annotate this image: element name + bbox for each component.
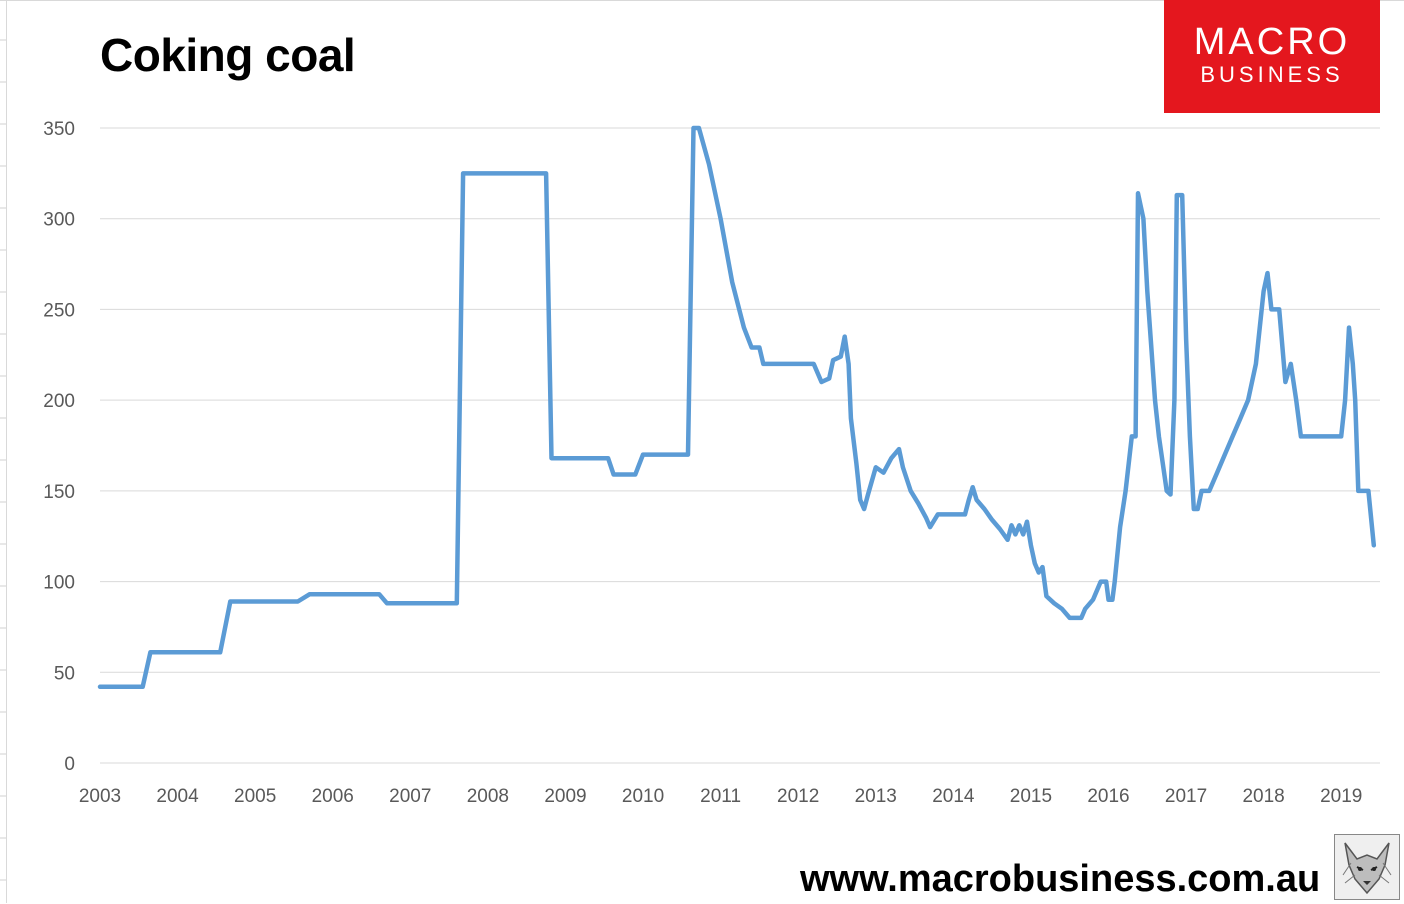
x-tick-label: 2014 [932, 786, 975, 807]
x-tick-label: 2016 [1087, 786, 1129, 807]
series-group [97, 125, 1377, 690]
frame-top-edge [0, 0, 1404, 1]
x-tick-label: 2018 [1242, 786, 1284, 807]
chart-title: Coking coal [100, 29, 356, 81]
y-axis-ticks: 0 50 100 150 200 250 300 350 [43, 119, 75, 775]
x-tick-label: 2010 [622, 786, 664, 807]
y-tick-label: 250 [43, 300, 75, 321]
x-tick-label: 2015 [1010, 786, 1052, 807]
y-tick-label: 0 [64, 754, 75, 775]
frame-edge-ticks [0, 39, 6, 881]
x-tick-label: 2012 [777, 786, 819, 807]
wolf-icon [1334, 834, 1400, 900]
y-tick-label: 300 [43, 210, 75, 231]
x-tick-label: 2011 [700, 786, 741, 807]
y-tick-label: 50 [54, 663, 75, 684]
gridlines [100, 127, 1380, 764]
x-tick-label: 2017 [1165, 786, 1207, 807]
y-tick-label: 200 [43, 391, 75, 412]
x-tick-label: 2019 [1320, 786, 1362, 807]
y-tick-label: 100 [43, 573, 75, 594]
x-tick-label: 2008 [467, 786, 509, 807]
macrobusiness-logo[interactable]: MACRO BUSINESS [1164, 0, 1380, 113]
frame-left-edge [0, 0, 7, 903]
x-axis-ticks: 2003 2004 2005 2006 2007 2008 2009 2010 2011 2012… [79, 786, 1362, 807]
y-tick-label: 150 [43, 482, 75, 503]
logo-line-2: BUSINESS [1200, 62, 1344, 87]
logo-line-1: MACRO [1193, 21, 1351, 63]
x-tick-label: 2009 [544, 786, 586, 807]
x-tick-label: 2006 [312, 786, 354, 807]
x-tick-label: 2013 [855, 786, 897, 807]
x-tick-label: 2007 [389, 786, 431, 807]
series-line [97, 125, 1377, 690]
x-tick-label: 2005 [234, 786, 276, 807]
website-url[interactable]: www.macrobusiness.com.au [800, 858, 1321, 900]
x-tick-label: 2003 [79, 786, 121, 807]
y-tick-label: 350 [43, 119, 75, 140]
x-tick-label: 2004 [156, 786, 199, 807]
